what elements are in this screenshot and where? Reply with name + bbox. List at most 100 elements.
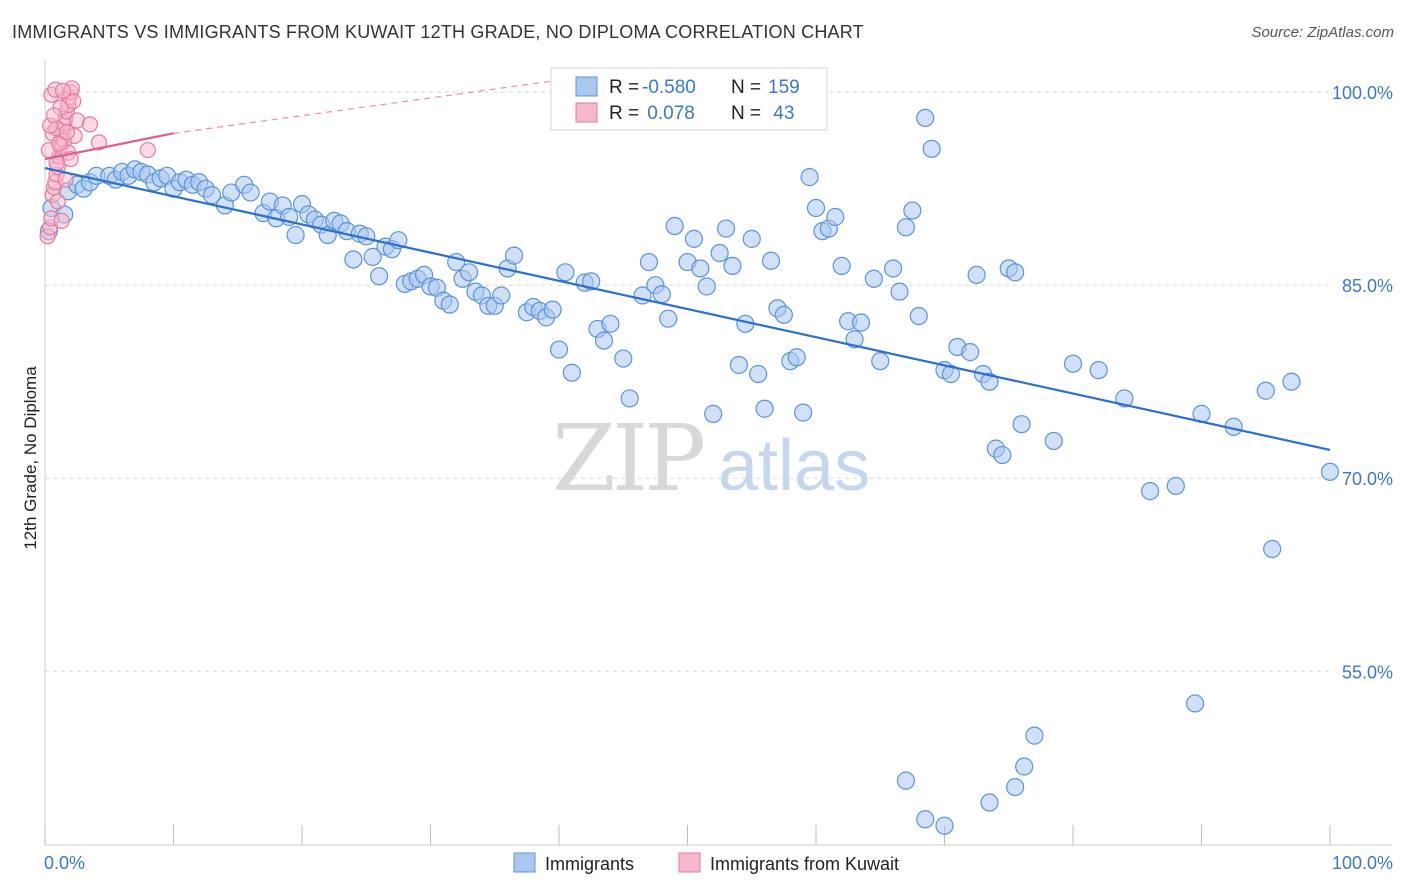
data-point-immigrants xyxy=(459,263,479,282)
data-point-immigrants xyxy=(697,277,716,296)
data-point-immigrants xyxy=(961,343,980,362)
data-point-immigrants xyxy=(440,295,459,314)
chart-title: IMMIGRANTS VS IMMIGRANTS FROM KUWAIT 12T… xyxy=(12,22,864,42)
data-point-immigrants xyxy=(691,259,710,278)
series-immigrants-points xyxy=(39,108,1340,835)
axes xyxy=(44,60,1392,846)
data-point-immigrants xyxy=(806,198,826,218)
data-point-kuwait xyxy=(45,107,63,124)
data-point-immigrants xyxy=(704,404,723,423)
data-point-immigrants xyxy=(774,305,793,324)
data-point-immigrants xyxy=(1166,476,1185,496)
legend-r-label: R = xyxy=(609,77,639,98)
data-point-immigrants xyxy=(614,349,633,368)
bottom-legend-swatch-immigrants xyxy=(513,852,536,873)
watermark-atlas: atlas xyxy=(718,426,870,506)
data-point-immigrants xyxy=(916,810,935,829)
data-point-immigrants xyxy=(1015,757,1034,776)
data-point-immigrants xyxy=(851,313,871,332)
y-tick-labels: 100.0% 85.0% 70.0% 55.0% xyxy=(1332,83,1393,682)
data-point-kuwait xyxy=(53,212,70,229)
data-point-immigrants xyxy=(363,247,382,266)
data-point-immigrants xyxy=(729,355,749,375)
watermark-zip: ZIP xyxy=(552,405,703,512)
data-point-immigrants xyxy=(1115,389,1134,408)
data-point-kuwait xyxy=(58,123,75,141)
x-tick-label: 0.0% xyxy=(44,853,85,873)
data-point-immigrants xyxy=(594,331,614,350)
data-point-immigrants xyxy=(761,251,781,270)
data-point-immigrants xyxy=(582,272,601,291)
data-point-immigrants xyxy=(903,201,922,220)
data-point-immigrants xyxy=(1320,462,1340,481)
x-tick-labels: 0.0% 100.0% xyxy=(44,853,1393,873)
data-point-immigrants xyxy=(1006,263,1025,282)
legend-box: R = -0.580 N = 159 R = 0.078 N = 43 xyxy=(550,67,828,131)
data-point-immigrants xyxy=(652,285,671,304)
data-point-immigrants xyxy=(967,265,986,285)
data-point-immigrants xyxy=(787,348,806,367)
data-point-immigrants xyxy=(1044,431,1063,451)
trend-line-kuwait xyxy=(44,132,174,161)
data-point-immigrants xyxy=(883,259,903,278)
data-point-immigrants xyxy=(755,399,774,418)
data-point-immigrants xyxy=(659,309,678,328)
legend-n-label: N = xyxy=(731,103,761,124)
data-point-immigrants xyxy=(601,314,620,333)
data-point-immigrants xyxy=(800,168,819,187)
x-tick-label: 100.0% xyxy=(1332,853,1393,873)
data-point-immigrants xyxy=(620,389,639,408)
data-point-immigrants xyxy=(896,218,916,237)
data-point-kuwait xyxy=(54,82,72,99)
data-point-immigrants xyxy=(1006,777,1025,797)
data-point-immigrants xyxy=(896,771,916,790)
data-point-immigrants xyxy=(556,263,575,282)
data-point-immigrants xyxy=(794,403,813,422)
data-point-immigrants xyxy=(1063,354,1083,373)
data-point-immigrants xyxy=(1256,381,1275,400)
data-point-immigrants xyxy=(723,256,742,276)
bottom-legend: Immigrants Immigrants from Kuwait xyxy=(513,852,899,874)
legend-n-value: 43 xyxy=(768,103,794,124)
trend-line-immigrants xyxy=(44,167,1331,452)
bottom-legend-swatch-kuwait xyxy=(678,852,701,873)
data-point-immigrants xyxy=(1012,415,1031,434)
y-tick-label: 85.0% xyxy=(1342,276,1393,296)
legend-n-label: N = xyxy=(731,77,761,98)
data-point-immigrants xyxy=(504,246,524,265)
data-point-kuwait xyxy=(139,141,156,159)
legend-r-value: 0.078 xyxy=(642,103,695,124)
data-point-immigrants xyxy=(344,250,363,269)
data-point-immigrants xyxy=(864,269,883,288)
legend-r-value: -0.580 xyxy=(642,77,696,98)
bottom-legend-kuwait: Immigrants from Kuwait xyxy=(710,854,899,874)
bottom-legend-immigrants: Immigrants xyxy=(545,854,634,874)
data-point-immigrants xyxy=(370,267,389,286)
data-point-immigrants xyxy=(1140,482,1160,501)
watermark: ZIP atlas xyxy=(552,405,870,512)
legend-swatch-kuwait xyxy=(575,102,598,123)
data-point-immigrants xyxy=(845,330,864,349)
y-tick-label: 100.0% xyxy=(1332,83,1393,103)
trend-lines xyxy=(44,78,1331,452)
data-point-immigrants xyxy=(941,364,961,384)
data-point-immigrants xyxy=(832,256,851,276)
data-point-immigrants xyxy=(1185,694,1205,713)
y-tick-label: 55.0% xyxy=(1342,662,1393,682)
data-point-immigrants xyxy=(710,243,729,263)
data-point-immigrants xyxy=(909,306,928,326)
data-point-immigrants xyxy=(1263,539,1282,559)
data-point-immigrants xyxy=(871,352,890,371)
trend-line-kuwait-extension xyxy=(173,78,566,134)
data-point-kuwait xyxy=(65,93,82,110)
data-point-immigrants xyxy=(993,445,1012,465)
series-kuwait-points xyxy=(39,80,156,245)
data-point-immigrants xyxy=(742,229,761,248)
data-point-immigrants xyxy=(980,793,999,812)
data-point-kuwait xyxy=(51,135,68,152)
data-point-kuwait xyxy=(81,116,99,133)
data-point-immigrants xyxy=(684,229,704,248)
legend-swatch-immigrants xyxy=(575,76,598,97)
data-point-immigrants xyxy=(562,363,581,382)
